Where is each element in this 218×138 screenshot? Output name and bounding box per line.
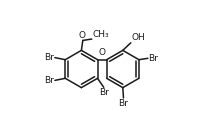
Text: Br: Br	[44, 53, 54, 62]
Text: O: O	[99, 48, 106, 57]
Text: Br: Br	[44, 76, 54, 85]
Text: Br: Br	[119, 99, 128, 108]
Text: Br: Br	[148, 54, 158, 63]
Text: O: O	[79, 31, 86, 40]
Text: CH₃: CH₃	[92, 30, 109, 39]
Text: OH: OH	[131, 33, 145, 42]
Text: Br: Br	[99, 88, 109, 97]
